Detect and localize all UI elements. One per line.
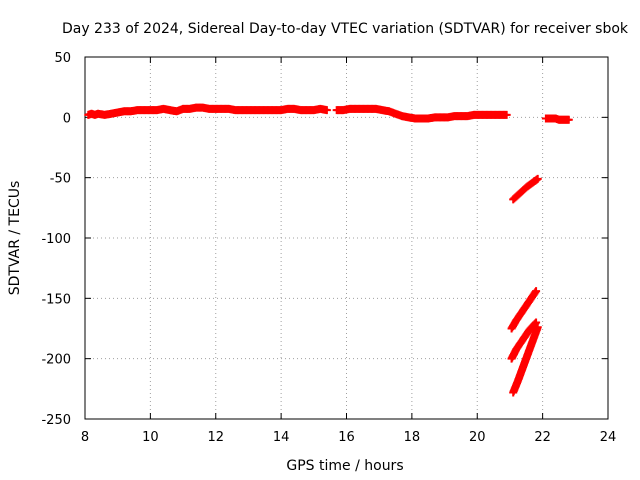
axis-ticks: 8 10 12 14 16 18 20 22 24 50 0 -50 -100 -150 -200 -250 bbox=[41, 51, 616, 445]
x-tick-label: 10 bbox=[142, 430, 159, 445]
data-point-marker bbox=[533, 323, 542, 332]
data-point-marker bbox=[322, 106, 331, 115]
series-drop-2 bbox=[507, 287, 541, 333]
series-main bbox=[84, 103, 331, 119]
y-tick-label: -150 bbox=[41, 292, 71, 307]
series-main-2 bbox=[332, 104, 511, 123]
data-point-marker bbox=[533, 174, 542, 183]
x-tick-label: 20 bbox=[469, 430, 486, 445]
y-tick-label: -250 bbox=[41, 413, 71, 428]
x-tick-label: 12 bbox=[207, 430, 224, 445]
series-late bbox=[541, 114, 573, 124]
y-tick-label: 50 bbox=[54, 51, 71, 66]
data-point-marker bbox=[502, 110, 511, 119]
x-tick-label: 16 bbox=[338, 430, 355, 445]
data-point-marker bbox=[564, 115, 573, 124]
chart-title: Day 233 of 2024, Sidereal Day-to-day VTE… bbox=[62, 21, 629, 37]
y-tick-label: 0 bbox=[63, 111, 71, 126]
data-point-marker bbox=[532, 287, 541, 296]
grid-lines bbox=[85, 57, 608, 419]
x-tick-label: 14 bbox=[273, 430, 290, 445]
series-drop-3 bbox=[507, 318, 541, 363]
y-axis-label: SDTVAR / TECUs bbox=[7, 181, 23, 296]
data-point-marker bbox=[532, 318, 541, 327]
x-tick-label: 22 bbox=[534, 430, 551, 445]
y-tick-label: -50 bbox=[50, 172, 71, 187]
y-tick-label: -200 bbox=[41, 353, 71, 368]
x-tick-label: 8 bbox=[81, 430, 89, 445]
x-tick-label: 24 bbox=[600, 430, 617, 445]
y-tick-label: -100 bbox=[41, 232, 71, 247]
series-drop-4 bbox=[509, 323, 542, 397]
x-tick-label: 18 bbox=[404, 430, 421, 445]
series-drop-1 bbox=[509, 174, 542, 204]
x-axis-label: GPS time / hours bbox=[286, 458, 403, 474]
data-points bbox=[84, 103, 573, 397]
